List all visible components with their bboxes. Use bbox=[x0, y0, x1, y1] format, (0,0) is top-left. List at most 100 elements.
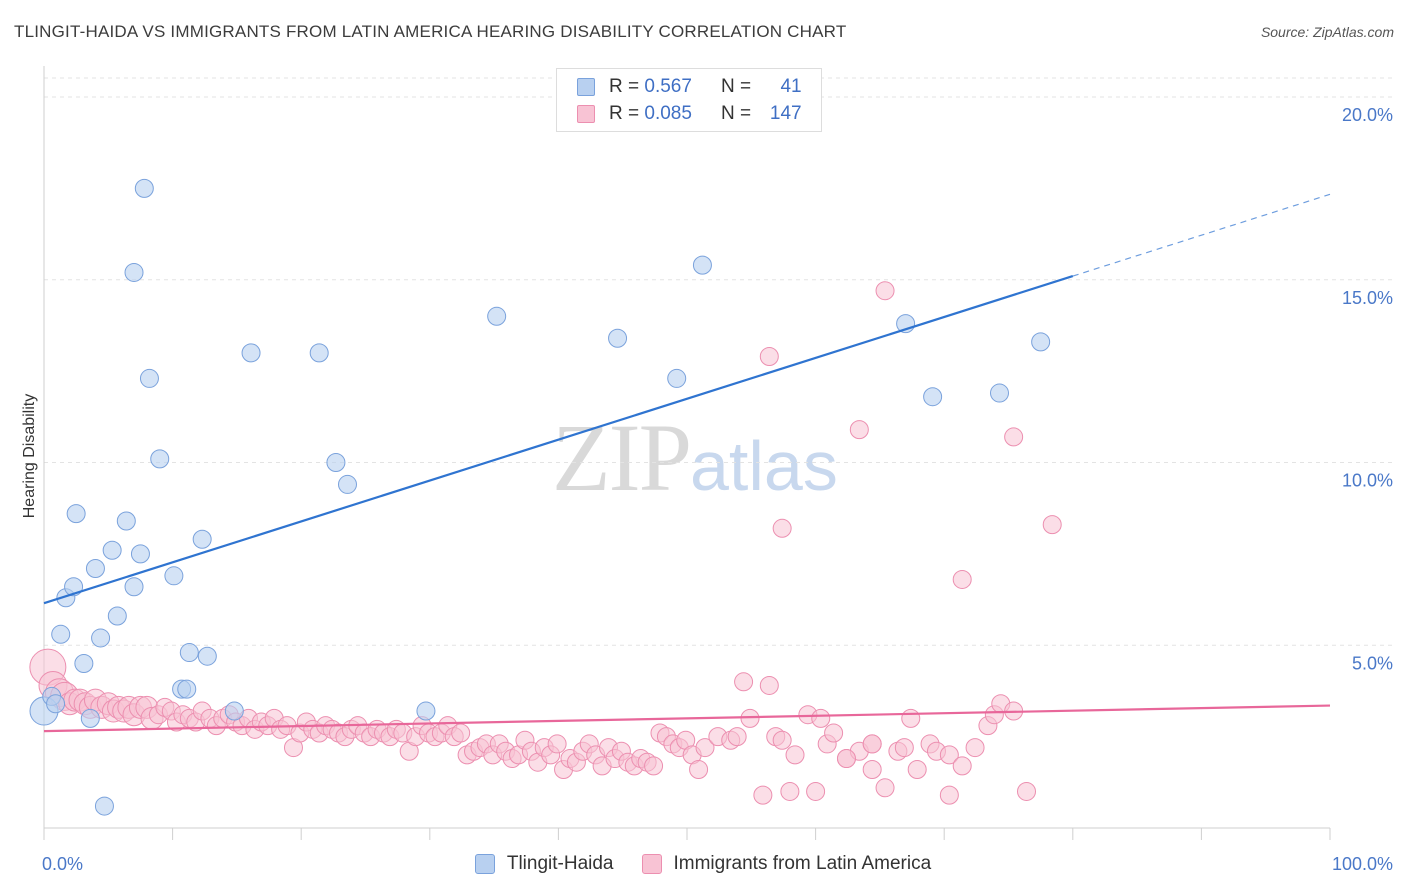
latin-america-point bbox=[451, 723, 471, 743]
legend-n-label: N = bbox=[720, 103, 752, 124]
tlingit-haida-point bbox=[116, 511, 136, 531]
watermark: ZIPatlas bbox=[552, 402, 838, 513]
tlingit-haida-point bbox=[197, 646, 217, 666]
latin-america-point bbox=[939, 785, 959, 805]
tlingit-haida-point bbox=[692, 255, 712, 275]
latin-america-point bbox=[785, 745, 805, 765]
latin-america-point bbox=[952, 569, 972, 589]
tlingit-haida-point bbox=[130, 544, 150, 564]
latin-america-point bbox=[952, 756, 972, 776]
tlingit-haida-point bbox=[416, 701, 436, 721]
latin-america-point bbox=[836, 749, 856, 769]
legend-row-latin: R = 0.085 N = 147 bbox=[577, 102, 802, 126]
tick-labels: 5.0% 10.0% 15.0% 20.0% 0.0% 100.0% bbox=[42, 105, 1393, 874]
tlingit-haida-point bbox=[989, 383, 1009, 403]
latin-america-point bbox=[734, 672, 754, 692]
latin-america-point bbox=[1004, 427, 1024, 447]
tlingit-haida-point bbox=[74, 654, 94, 674]
latin-america-points bbox=[29, 281, 1062, 805]
x-tick-label: 100.0% bbox=[1332, 854, 1393, 874]
tlingit-haida-point bbox=[326, 453, 346, 472]
latin-america-point bbox=[759, 675, 779, 695]
tlingit-haida-point bbox=[80, 708, 100, 728]
latin-america-point bbox=[965, 738, 985, 758]
latin-america-point bbox=[875, 281, 895, 301]
legend-r-value: 0.567 bbox=[644, 76, 692, 97]
tlingit-haida-point bbox=[177, 679, 197, 699]
y-tick-label: 20.0% bbox=[1342, 105, 1393, 125]
tlingit-haida-point bbox=[224, 701, 244, 721]
tlingit-haida-point bbox=[94, 796, 114, 816]
latin-america-point bbox=[695, 738, 715, 758]
legend-n-label: N = bbox=[720, 76, 752, 97]
tlingit-haida-point bbox=[124, 577, 144, 597]
tlingit-haida-point bbox=[66, 504, 86, 524]
tlingit-haida-point bbox=[150, 449, 170, 469]
correlation-legend: R = 0.567 N = 41 R = 0.085 N = 147 bbox=[556, 68, 822, 132]
chart-title: TLINGIT-HAIDA VS IMMIGRANTS FROM LATIN A… bbox=[14, 22, 847, 41]
tlingit-haida-point bbox=[179, 643, 199, 663]
tlingit-haida-points bbox=[29, 178, 1051, 816]
series-legend-label: Immigrants from Latin America bbox=[673, 853, 932, 874]
y-tick-label: 5.0% bbox=[1352, 653, 1393, 673]
legend-row-tlingit: R = 0.567 N = 41 bbox=[577, 75, 802, 99]
tlingit-haida-trend-line bbox=[43, 275, 1074, 605]
watermark-zip: ZIP bbox=[552, 404, 692, 511]
source-credit: Source: ZipAtlas.com bbox=[1260, 24, 1394, 40]
tlingit-haida-point bbox=[608, 328, 628, 348]
legend-n-value: 41 bbox=[780, 76, 802, 97]
tlingit-haida-point bbox=[51, 624, 71, 644]
series-legend-label: Tlingit-Haida bbox=[506, 853, 614, 874]
latin-america-point bbox=[753, 785, 773, 805]
legend-r-label: R = bbox=[609, 103, 640, 124]
latin-america-point bbox=[547, 734, 567, 754]
tlingit-haida-point bbox=[102, 540, 122, 560]
latin-america-point bbox=[901, 708, 921, 728]
trend-lines bbox=[43, 193, 1331, 733]
tlingit-haida-point bbox=[85, 558, 105, 578]
tlingit-haida-point bbox=[91, 628, 111, 648]
series-legend-latin: Immigrants from Latin America bbox=[641, 853, 932, 875]
tlingit-haida-point bbox=[309, 343, 329, 363]
grid bbox=[44, 77, 1392, 646]
latin-america-point bbox=[759, 347, 779, 367]
tlingit-haida-point bbox=[164, 566, 184, 586]
y-tick-label: 10.0% bbox=[1342, 471, 1393, 491]
latin-america-point bbox=[806, 781, 826, 801]
y-tick-label: 15.0% bbox=[1342, 288, 1393, 308]
latin-america-point bbox=[1042, 515, 1062, 535]
latin-america-point bbox=[1017, 781, 1037, 801]
latin-america-point bbox=[772, 518, 792, 538]
tlingit-haida-point bbox=[134, 178, 154, 198]
latin-america-point bbox=[772, 730, 792, 750]
latin-america-point bbox=[875, 778, 895, 798]
tlingit-haida-point bbox=[667, 368, 687, 388]
tlingit-haida-point bbox=[923, 387, 943, 407]
series-legend: Tlingit-Haida Immigrants from Latin Amer… bbox=[0, 851, 1406, 877]
latin-america-point bbox=[862, 760, 882, 780]
series-swatch-blue bbox=[474, 854, 495, 874]
tlingit-haida-trend-extension bbox=[1072, 193, 1331, 277]
latin-america-point bbox=[824, 723, 844, 743]
latin-america-point bbox=[644, 756, 664, 776]
latin-america-point bbox=[862, 734, 882, 754]
tlingit-haida-point bbox=[107, 606, 127, 626]
latin-america-point bbox=[894, 738, 914, 758]
tlingit-haida-point bbox=[46, 694, 66, 714]
latin-america-point bbox=[780, 781, 800, 801]
latin-america-point bbox=[849, 420, 869, 440]
y-axis-label: Hearing Disability bbox=[21, 394, 38, 519]
legend-swatch-blue bbox=[577, 78, 595, 96]
latin-america-trend-line bbox=[43, 704, 1331, 733]
tlingit-haida-point bbox=[124, 262, 144, 282]
tlingit-haida-point bbox=[139, 368, 159, 388]
series-swatch-pink bbox=[641, 854, 662, 874]
legend-swatch-pink bbox=[577, 105, 595, 123]
tlingit-haida-point bbox=[192, 529, 212, 549]
x-tick-label: 0.0% bbox=[42, 854, 83, 874]
watermark-atlas: atlas bbox=[690, 427, 838, 505]
tlingit-haida-point bbox=[487, 306, 507, 326]
latin-america-point bbox=[689, 760, 709, 780]
latin-america-point bbox=[939, 745, 959, 765]
tlingit-haida-point bbox=[241, 343, 261, 363]
